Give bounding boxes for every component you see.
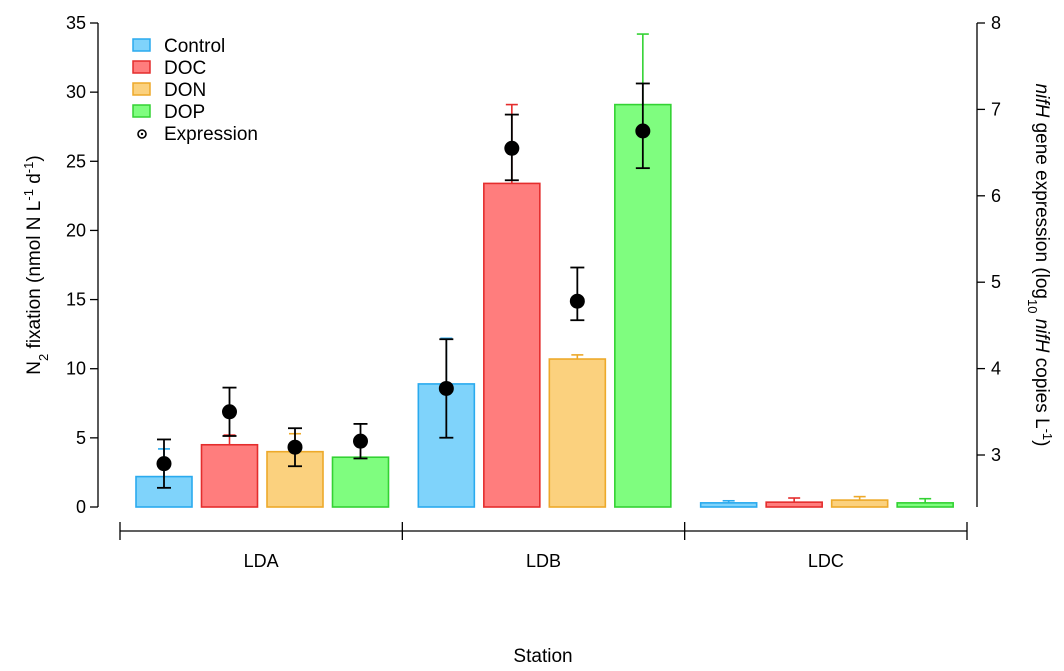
y-tick-label: 0 [76,497,86,517]
x-tick-label: LDA [244,551,279,571]
y2-tick-label: 5 [991,272,1001,292]
y-axis-title-part: fixation (nmol N L [24,201,45,354]
y2-axis-title: nifH gene expression (log10 nifH copies … [1026,84,1056,447]
bar [200,443,259,508]
y2-tick-label: 6 [991,186,1001,206]
y2-tick-label: 3 [991,445,1001,465]
bar [699,502,758,508]
bars [135,33,954,508]
expression-point [353,433,368,449]
y-axis-title-part: d [24,173,45,189]
legend-swatch [132,60,151,74]
y-axis-title-part: N [24,361,45,375]
y2-axis-title-italic: nifH [1031,84,1052,118]
y2-axis-title-sup: -1 [1041,429,1056,441]
y-tick-label: 10 [66,359,86,379]
y2-axis-title-part: copies L [1031,353,1052,429]
y-tick-label: 5 [76,428,86,448]
expression-point [635,123,651,139]
legend-swatch [132,104,151,118]
bar [830,499,889,508]
y-tick-label: 20 [66,220,86,240]
y2-axis-title-part: gene expression (log [1031,117,1052,299]
bar [483,182,541,508]
bar [765,501,823,508]
y-axis-title-part: ) [24,155,45,161]
y-tick-label: 25 [66,151,86,171]
bar [331,456,390,508]
x-tick-label: LDB [526,551,561,571]
legend-label: Expression [164,124,258,145]
legend-marker-dot [140,132,144,136]
x-axis-title: Station [513,646,572,667]
legend-label: DOP [164,102,205,123]
axis-titles: Station N2 fixation (nmol N L-1 d-1) nif… [21,84,1056,667]
legend-label: DOC [164,58,206,79]
expression-point [222,404,237,420]
y-axis-title: N2 fixation (nmol N L-1 d-1) [21,155,51,374]
expression-points [156,82,651,489]
legend-label: Control [164,36,225,57]
legend-swatch [132,82,151,96]
y-axis-title-sub: 2 [36,354,51,361]
y2-axis-title-part: ) [1031,440,1052,446]
y-axis-title-sup: -1 [21,189,36,201]
axes: 0 5 10 15 20 25 30 35 3 4 5 6 7 8 LDA LDB LDC [66,13,1001,571]
y2-axis-title-italic: nifH [1031,319,1052,353]
y2-tick-label: 7 [991,99,1001,119]
legend-label: DON [164,80,206,101]
y-tick-label: 35 [66,13,86,33]
expression-point [569,293,585,309]
expression-point [438,380,454,396]
expression-point [156,456,172,472]
y2-axis-title-sub: 10 [1026,299,1041,313]
expression-point [287,439,303,455]
y2-tick-label: 8 [991,13,1001,33]
expression-point [504,140,520,156]
legend-swatch [132,38,151,52]
y-axis-title-sup: -1 [21,162,36,174]
x-tick-label: LDC [808,551,844,571]
y2-tick-label: 4 [991,359,1001,379]
y-tick-label: 15 [66,290,86,310]
y-tick-label: 30 [66,82,86,102]
bar [548,358,607,508]
bar [896,502,954,508]
